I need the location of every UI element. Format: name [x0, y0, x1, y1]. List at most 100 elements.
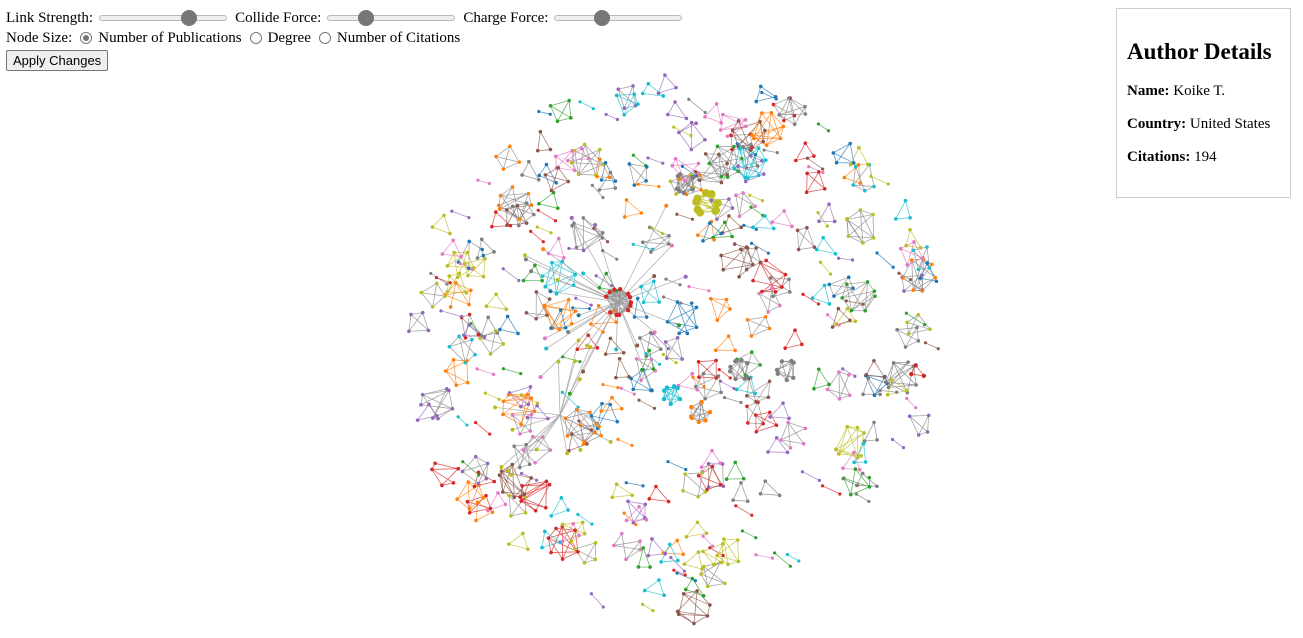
- network-node[interactable]: [571, 306, 575, 310]
- network-node[interactable]: [501, 267, 505, 271]
- network-node[interactable]: [467, 216, 471, 220]
- network-node[interactable]: [474, 518, 478, 523]
- network-node[interactable]: [736, 164, 740, 168]
- network-node[interactable]: [542, 336, 547, 341]
- network-node[interactable]: [681, 552, 686, 557]
- network-node[interactable]: [580, 520, 585, 525]
- network-node[interactable]: [538, 129, 543, 134]
- network-node[interactable]: [657, 578, 661, 582]
- network-node[interactable]: [788, 290, 792, 294]
- network-node[interactable]: [741, 191, 745, 195]
- network-node[interactable]: [803, 112, 808, 116]
- network-node[interactable]: [615, 117, 620, 122]
- network-node[interactable]: [616, 386, 620, 390]
- network-node[interactable]: [627, 295, 633, 300]
- network-node[interactable]: [493, 405, 498, 410]
- network-node[interactable]: [567, 391, 572, 396]
- network-node[interactable]: [603, 352, 608, 356]
- network-node[interactable]: [848, 141, 853, 146]
- network-node[interactable]: [676, 323, 681, 328]
- network-node[interactable]: [722, 537, 726, 541]
- network-node[interactable]: [642, 588, 647, 593]
- network-node[interactable]: [488, 506, 493, 511]
- network-node[interactable]: [571, 521, 576, 526]
- network-node[interactable]: [844, 282, 849, 286]
- network-node[interactable]: [691, 175, 696, 180]
- network-node[interactable]: [895, 390, 899, 394]
- network-node[interactable]: [677, 396, 683, 402]
- network-node[interactable]: [780, 285, 784, 289]
- network-node[interactable]: [699, 572, 703, 576]
- network-node[interactable]: [875, 484, 879, 489]
- network-node[interactable]: [683, 274, 688, 279]
- network-node[interactable]: [573, 272, 577, 277]
- network-node[interactable]: [845, 217, 849, 221]
- network-node[interactable]: [559, 496, 564, 500]
- network-node[interactable]: [444, 369, 448, 373]
- network-node[interactable]: [577, 419, 581, 423]
- network-node[interactable]: [925, 261, 930, 265]
- network-node[interactable]: [573, 528, 577, 533]
- network-node[interactable]: [856, 455, 860, 460]
- network-node[interactable]: [766, 251, 771, 255]
- network-node[interactable]: [614, 320, 619, 324]
- network-node[interactable]: [669, 243, 674, 248]
- network-node[interactable]: [574, 245, 579, 250]
- network-node[interactable]: [601, 330, 605, 334]
- network-node[interactable]: [742, 223, 746, 227]
- network-node[interactable]: [529, 203, 534, 208]
- network-node[interactable]: [703, 490, 708, 494]
- network-node[interactable]: [701, 239, 705, 243]
- network-node[interactable]: [690, 187, 695, 192]
- network-node[interactable]: [777, 493, 782, 498]
- network-node[interactable]: [542, 303, 547, 308]
- network-node[interactable]: [737, 275, 741, 279]
- network-node[interactable]: [701, 371, 706, 376]
- slider-thumb[interactable]: [357, 10, 374, 26]
- network-node[interactable]: [456, 415, 460, 419]
- network-node[interactable]: [445, 282, 449, 286]
- network-node[interactable]: [532, 409, 537, 414]
- network-node[interactable]: [860, 471, 865, 476]
- network-node[interactable]: [469, 288, 473, 293]
- network-node[interactable]: [612, 543, 616, 548]
- network-node[interactable]: [693, 169, 698, 174]
- network-node[interactable]: [751, 225, 755, 230]
- network-node[interactable]: [782, 118, 786, 123]
- network-node[interactable]: [920, 273, 924, 277]
- network-node[interactable]: [445, 289, 450, 294]
- network-node[interactable]: [637, 505, 641, 509]
- network-node[interactable]: [781, 401, 785, 405]
- network-node[interactable]: [634, 357, 639, 361]
- network-node[interactable]: [465, 250, 470, 255]
- network-node[interactable]: [683, 179, 687, 183]
- network-node[interactable]: [624, 557, 628, 562]
- network-node[interactable]: [913, 363, 918, 368]
- network-node[interactable]: [866, 376, 871, 381]
- network-node[interactable]: [544, 505, 548, 510]
- network-node[interactable]: [481, 496, 486, 500]
- network-node[interactable]: [466, 266, 471, 271]
- network-node[interactable]: [822, 187, 827, 191]
- network-node[interactable]: [812, 386, 816, 391]
- network-node[interactable]: [690, 576, 695, 581]
- network-node[interactable]: [797, 559, 801, 563]
- network-node[interactable]: [730, 206, 735, 210]
- network-node[interactable]: [569, 321, 574, 326]
- network-node[interactable]: [905, 396, 909, 401]
- network-node[interactable]: [805, 171, 809, 176]
- network-node[interactable]: [638, 336, 642, 340]
- network-node[interactable]: [675, 571, 679, 575]
- network-node[interactable]: [862, 431, 866, 435]
- network-node[interactable]: [636, 182, 640, 186]
- network-node[interactable]: [629, 376, 633, 381]
- network-node[interactable]: [612, 287, 617, 292]
- network-node[interactable]: [443, 294, 447, 298]
- network-node[interactable]: [701, 534, 705, 538]
- network-node[interactable]: [651, 247, 655, 251]
- network-node[interactable]: [703, 152, 708, 156]
- network-node[interactable]: [647, 497, 652, 501]
- network-node[interactable]: [522, 253, 527, 258]
- network-node[interactable]: [826, 129, 831, 133]
- network-node[interactable]: [754, 399, 758, 404]
